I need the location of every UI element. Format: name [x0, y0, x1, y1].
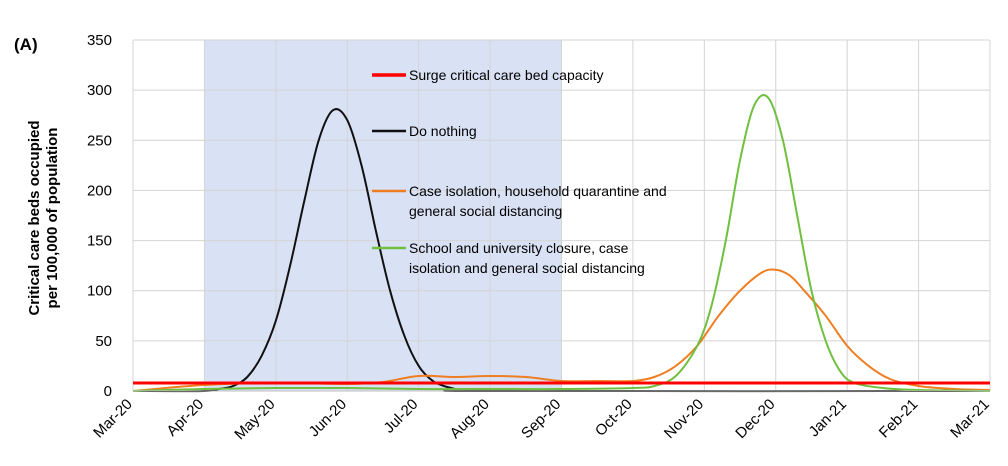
legend-label: Do nothing: [409, 123, 477, 139]
x-tick-label: Mar-21: [947, 396, 993, 442]
y-tick-label: 250: [87, 132, 112, 149]
legend-entry-surge-critical-care-bed-capacity: Surge critical care bed capacity: [372, 67, 604, 83]
x-tick-label: Feb-21: [876, 396, 922, 442]
legend-label-line: isolation and general social distancing: [409, 260, 645, 276]
y-tick-label: 300: [87, 82, 112, 99]
panel-label: (A): [14, 35, 38, 54]
y-tick-label: 200: [87, 182, 112, 199]
legend-label-line: Case isolation, household quarantine and: [409, 183, 667, 199]
x-tick-label: Jul-20: [381, 396, 422, 437]
legend-entry-school-and-university-closure-case-isola: School and university closure, case isola…: [372, 240, 645, 276]
x-tick-label: Dec-20: [732, 396, 778, 442]
x-tick-label: Nov-20: [661, 396, 707, 442]
legend-label-line: general social distancing: [409, 203, 562, 219]
y-tick-label: 150: [87, 233, 112, 250]
x-tick-label: May-20: [231, 396, 278, 443]
legend-label: Surge critical care bed capacity: [409, 67, 604, 83]
shaded-region: [204, 40, 562, 391]
legend-entry-do-nothing: Do nothing: [372, 123, 477, 139]
x-tick-label: Apr-20: [163, 396, 207, 440]
y-axis-label-line-1: Critical care beds occupied: [26, 120, 43, 315]
legend-label: Case isolation, household quarantine and…: [409, 183, 667, 219]
legend-label-line: Surge critical care bed capacity: [409, 67, 604, 83]
y-axis-label-line-2: per 100,000 of population: [44, 128, 61, 309]
y-axis-label: Critical care beds occupied per 100,000 …: [26, 120, 61, 315]
y-tick-label: 50: [95, 333, 112, 350]
legend-label-line: Do nothing: [409, 123, 477, 139]
legend-entry-case-isolation-household-quarantine-and-: Case isolation, household quarantine and…: [372, 183, 667, 219]
legend-label-line: School and university closure, case: [409, 240, 629, 256]
x-tick-label: Mar-20: [90, 396, 136, 442]
y-tick-label: 350: [87, 32, 112, 49]
y-tick-label: 0: [104, 383, 112, 400]
series-line-school-and-university-closure-case-isola: [132, 94, 991, 392]
x-tick-label: Aug-20: [447, 396, 493, 442]
legend-label: School and university closure, case isola…: [409, 240, 645, 276]
x-tick-label: Sep-20: [518, 396, 564, 442]
x-tick-label: Jun-20: [306, 396, 350, 440]
x-tick-label: Jan-21: [806, 396, 850, 440]
x-tick-label: Oct-20: [592, 396, 636, 440]
series-line-case-isolation-household-quarantine-and-: [132, 268, 991, 392]
y-tick-label: 100: [87, 283, 112, 300]
